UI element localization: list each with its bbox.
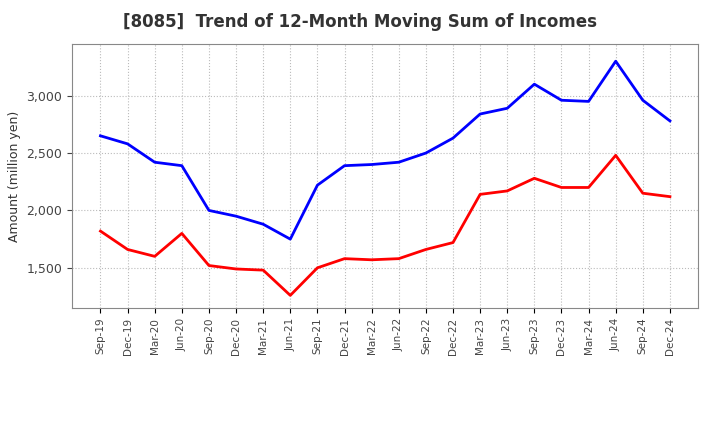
Text: [8085]  Trend of 12-Month Moving Sum of Incomes: [8085] Trend of 12-Month Moving Sum of I… — [123, 13, 597, 31]
Y-axis label: Amount (million yen): Amount (million yen) — [8, 110, 21, 242]
